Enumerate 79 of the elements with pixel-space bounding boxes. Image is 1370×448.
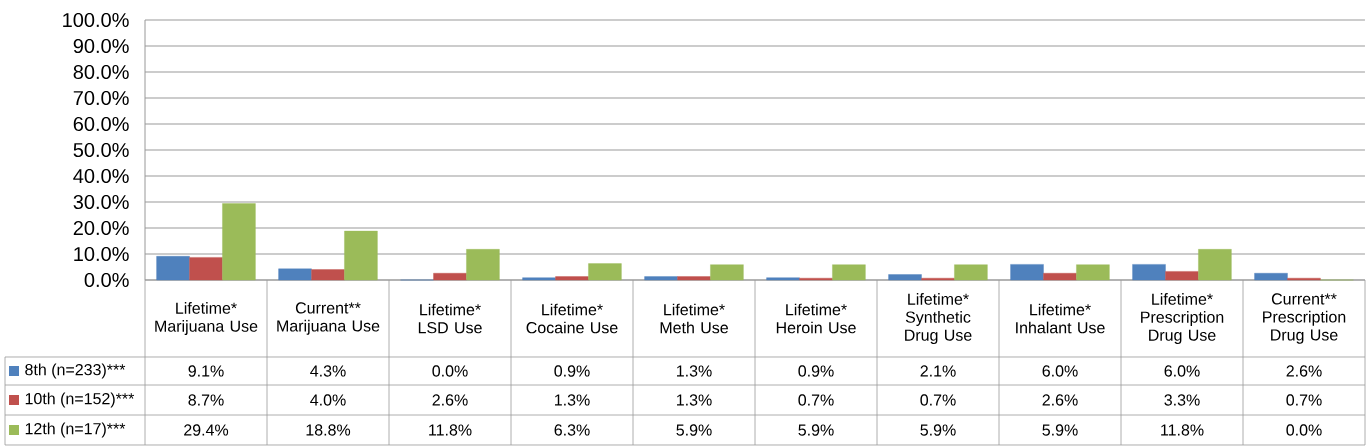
data-label: 2.6% — [1042, 394, 1078, 406]
data-label: 0.0% — [432, 365, 468, 377]
bar — [954, 264, 988, 281]
bar — [433, 273, 467, 281]
data-label: 9.1% — [188, 365, 224, 377]
bar — [644, 276, 678, 281]
bar — [189, 257, 223, 281]
bar — [344, 230, 378, 281]
bar — [1132, 264, 1166, 281]
x-tick-label: Lifetime* Marijuana Use — [155, 302, 258, 335]
data-label: 1.3% — [555, 394, 590, 406]
y-tick-label: 70.0% — [73, 90, 129, 106]
x-tick-label: Lifetime* Prescription Drug Use — [1141, 293, 1224, 344]
bar — [555, 276, 589, 281]
bar — [222, 203, 256, 281]
y-tick-label: 10.0% — [74, 246, 129, 262]
x-tick-label: Lifetime* Synthetic Drug Use — [905, 293, 972, 344]
bar — [278, 268, 312, 281]
bar — [832, 264, 866, 281]
bar — [677, 276, 711, 281]
data-label: 2.6% — [432, 394, 468, 406]
y-tick-label: 60.0% — [73, 116, 129, 132]
bar — [588, 263, 622, 281]
y-tick-label: 0.0% — [84, 272, 129, 288]
bar — [466, 249, 500, 281]
legend-label: 8th (n=233)*** — [25, 363, 126, 379]
y-tick-label: 30.0% — [73, 194, 129, 210]
bar — [1043, 273, 1077, 281]
data-label: 4.3% — [310, 365, 346, 377]
legend-label: 10th (n=152)*** — [25, 392, 135, 408]
bar — [156, 256, 190, 281]
data-label: 0.7% — [920, 394, 956, 406]
y-tick-label: 50.0% — [73, 142, 129, 158]
x-tick-label: Lifetime* Meth Use — [660, 303, 728, 334]
data-label: 0.0% — [1286, 424, 1322, 436]
bar — [1254, 273, 1288, 281]
data-label: 0.7% — [798, 394, 834, 406]
x-tick-label: Current** Prescription Drug Use — [1263, 293, 1346, 344]
y-tick-label: 40.0% — [73, 168, 129, 184]
bar — [1076, 264, 1110, 281]
bar — [522, 277, 556, 281]
data-label: 0.9% — [798, 365, 834, 377]
bar — [888, 274, 922, 281]
y-tick-label: 90.0% — [73, 38, 129, 54]
data-label: 5.9% — [920, 424, 956, 436]
data-label: 5.9% — [1042, 424, 1078, 436]
data-label: 29.4% — [184, 424, 229, 436]
data-label: 11.8% — [1161, 424, 1204, 436]
data-label: 0.9% — [554, 365, 590, 377]
data-label: 5.9% — [676, 424, 712, 436]
data-label: 18.8% — [306, 424, 351, 436]
data-label: 4.0% — [310, 394, 346, 406]
legend-label: 12th (n=17)*** — [25, 422, 126, 438]
bar — [311, 269, 345, 281]
bar — [710, 264, 744, 281]
y-tick-label: 80.0% — [73, 64, 129, 80]
data-label: 6.3% — [554, 424, 590, 436]
data-label: 6.0% — [1164, 365, 1200, 377]
data-label: 8.7% — [188, 394, 224, 406]
data-label: 2.6% — [1286, 365, 1322, 377]
data-label: 0.7% — [1286, 394, 1322, 406]
bar — [1165, 271, 1199, 281]
x-tick-label: Lifetime* LSD Use — [418, 303, 482, 334]
bar — [1198, 249, 1232, 281]
data-label: 2.1% — [920, 365, 956, 377]
x-tick-label: Current** Marijuana Use — [277, 302, 380, 335]
data-label: 11.8% — [429, 424, 472, 436]
y-tick-label: 100.0% — [63, 12, 129, 28]
x-tick-label: Lifetime* Cocaine Use — [526, 303, 618, 334]
data-label: 1.3% — [677, 394, 712, 406]
data-label: 5.9% — [798, 424, 834, 436]
x-tick-label: Lifetime* Heroin Use — [776, 303, 856, 334]
y-tick-label: 20.0% — [73, 220, 129, 236]
data-label: 1.3% — [677, 365, 712, 377]
bar — [1010, 264, 1044, 281]
bar — [766, 277, 800, 281]
x-tick-label: Lifetime* Inhalant Use — [1016, 303, 1105, 334]
data-label: 6.0% — [1042, 365, 1078, 377]
data-label: 3.3% — [1164, 394, 1200, 406]
